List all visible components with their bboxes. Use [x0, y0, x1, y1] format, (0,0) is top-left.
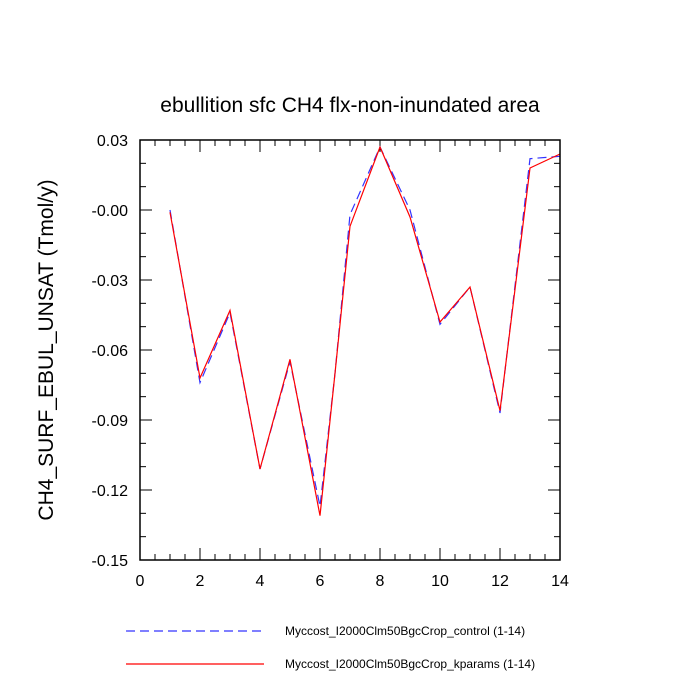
data-series [169, 145, 561, 516]
y-tick-label: -0.06 [92, 343, 129, 360]
plot-frame [139, 139, 561, 561]
y-tick-label: -0.03 [92, 273, 129, 290]
x-tick-label: 8 [376, 573, 385, 590]
y-tick-label: -0.15 [92, 553, 129, 570]
y-tick-label: 0.03 [97, 133, 128, 150]
axis-ticks: 0 2 4 6 8 10 12 14 -0.15 -0.12 -0.09 -0.06 -0.03 -0.0… [92, 133, 569, 590]
x-tick-label: 0 [136, 573, 145, 590]
x-tick-label: 10 [431, 573, 449, 590]
legend-label: Myccost_I2000Clm50BgcCrop_kparams (1-14) [285, 657, 535, 671]
legend: Myccost_I2000Clm50BgcCrop_control (1-14)… [126, 624, 535, 671]
legend-label: Myccost_I2000Clm50BgcCrop_control (1-14) [285, 624, 525, 638]
x-tick-label: 4 [256, 573, 265, 590]
x-tick-label: 2 [196, 573, 205, 590]
x-tick-label: 12 [491, 573, 509, 590]
series-line-control [169, 145, 561, 507]
x-tick-label: 6 [316, 573, 325, 590]
chart-title: ebullition sfc CH4 flx-non-inundated are… [160, 94, 540, 117]
y-tick-label: -0.12 [92, 483, 129, 500]
x-tick-label: 14 [551, 573, 569, 590]
y-tick-label: -0.00 [92, 203, 129, 220]
y-axis-label: CH4_SURF_EBUL_UNSAT (Tmol/y) [35, 179, 58, 520]
series-line-kparams [169, 145, 561, 516]
y-tick-label: -0.09 [92, 413, 129, 430]
